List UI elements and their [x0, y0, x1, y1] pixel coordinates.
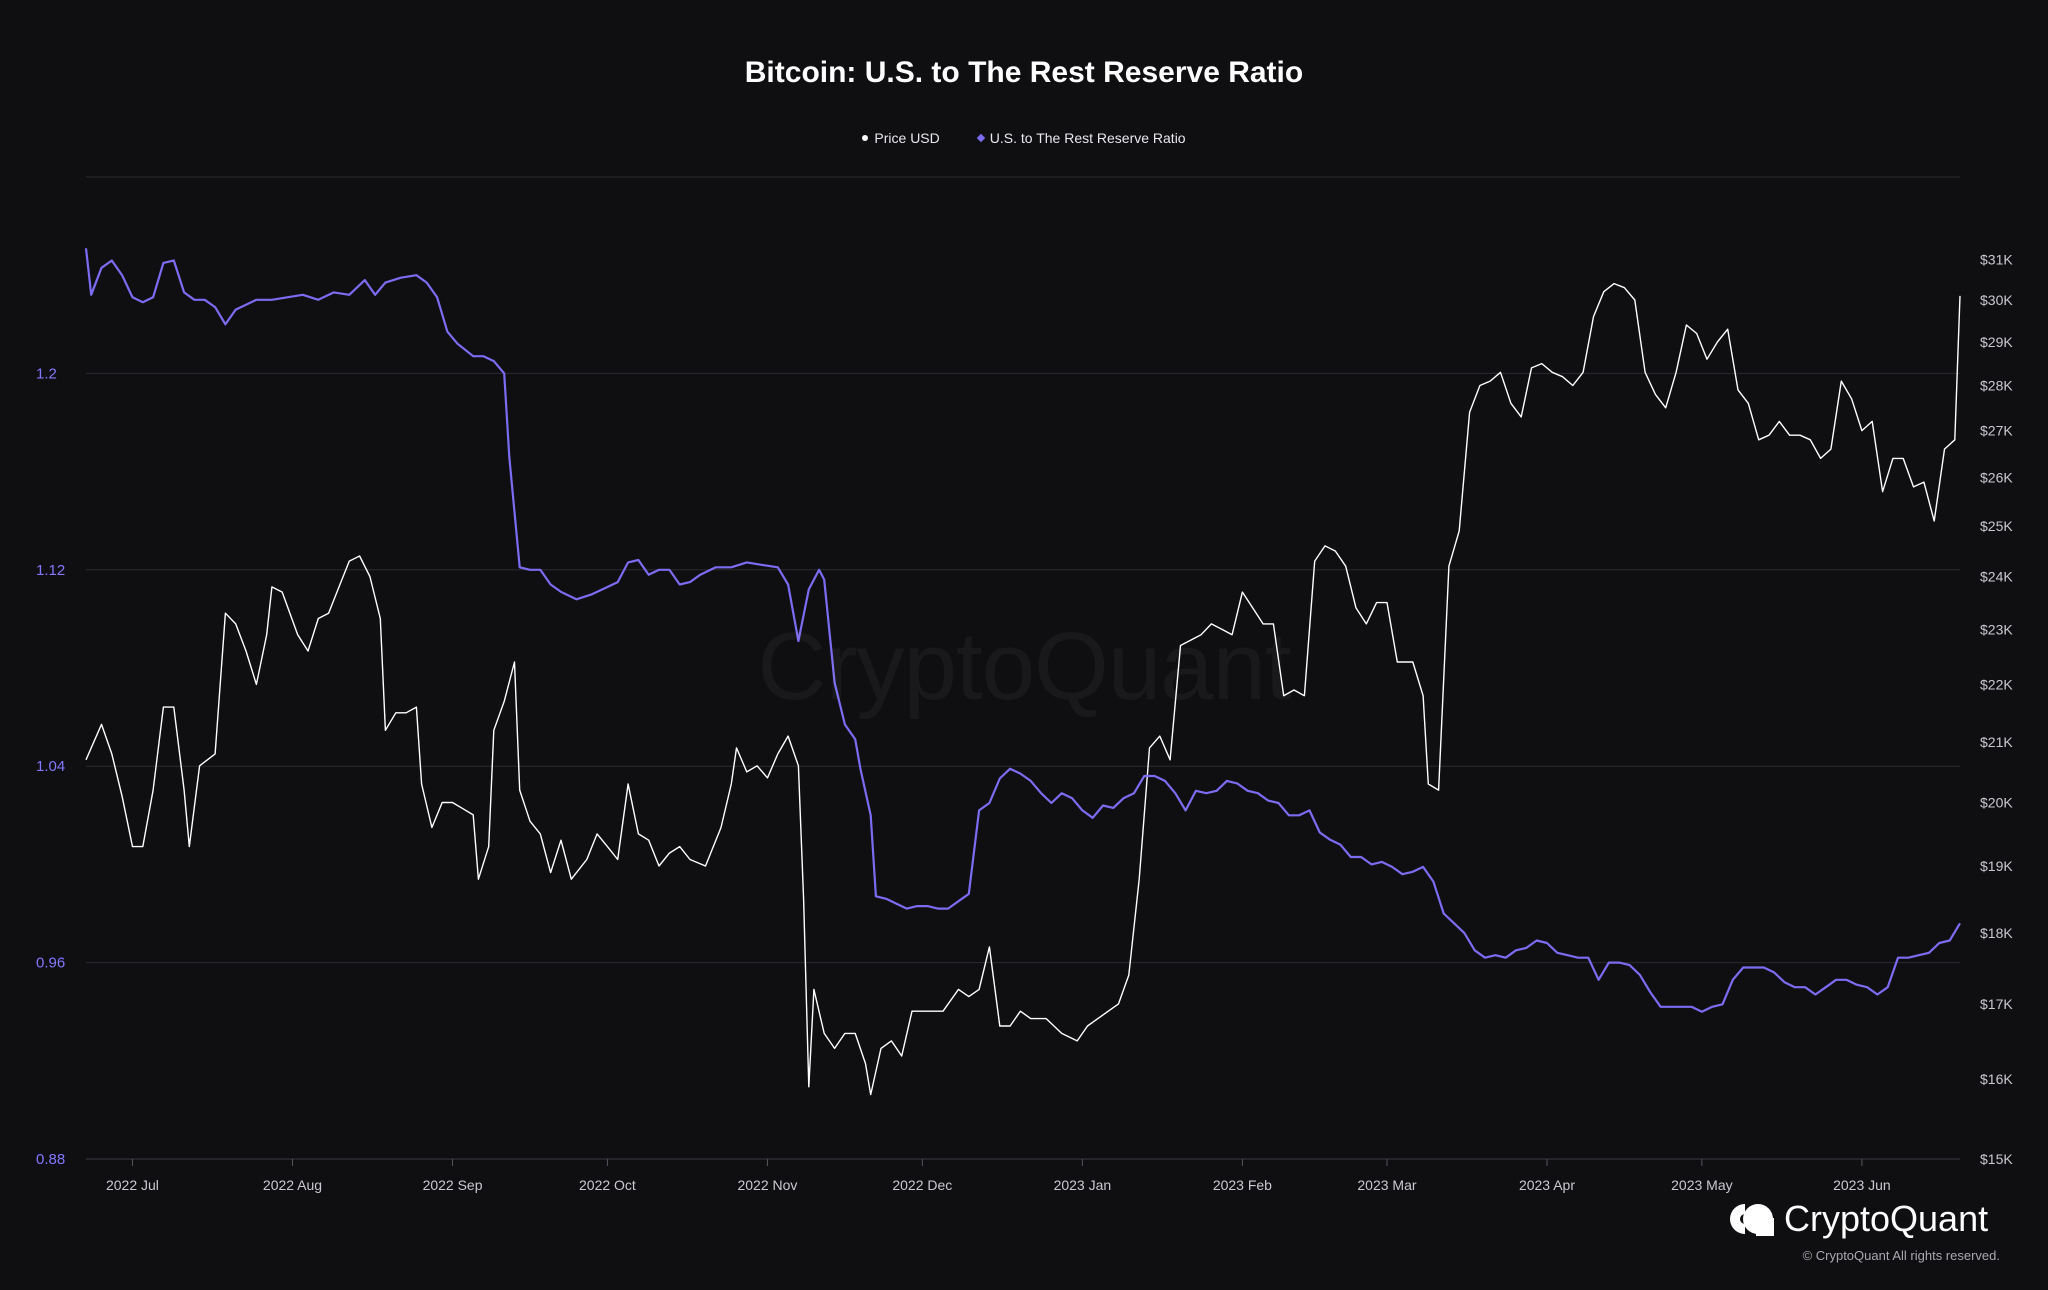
right-tick-label: $30K	[1980, 292, 2013, 308]
cryptoquant-logo-icon	[1728, 1202, 1774, 1236]
x-tick-label: 2022 Nov	[737, 1177, 797, 1193]
legend-item-ratio[interactable]: U.S. to The Rest Reserve Ratio	[978, 130, 1186, 146]
x-tick-label: 2022 Jul	[106, 1177, 159, 1193]
x-tick-label: 2023 May	[1671, 1177, 1732, 1193]
right-tick-label: $27K	[1980, 423, 2013, 439]
right-tick-label: $24K	[1980, 569, 2013, 585]
right-tick-label: $25K	[1980, 518, 2013, 534]
legend-label-ratio: U.S. to The Rest Reserve Ratio	[990, 130, 1186, 146]
x-tick-label: 2022 Oct	[579, 1177, 636, 1193]
watermark: CryptoQuant	[0, 612, 2048, 722]
right-tick-label: $18K	[1980, 925, 2013, 941]
right-tick-label: $21K	[1980, 734, 2013, 750]
ratio-marker-icon	[977, 134, 985, 142]
price-marker-icon	[862, 135, 868, 141]
right-tick-label: $19K	[1980, 858, 2013, 874]
right-tick-label: $15K	[1980, 1151, 2013, 1167]
left-tick-label: 1.2	[36, 365, 57, 382]
right-tick-label: $17K	[1980, 996, 2013, 1012]
left-axis-ticks: 0.88 0.96 1.04 1.12 1.2	[36, 365, 65, 1168]
x-tick-label: 2022 Dec	[892, 1177, 952, 1193]
right-tick-label: $16K	[1980, 1071, 2013, 1087]
right-tick-label: $20K	[1980, 794, 2013, 810]
x-tick-label: 2022 Sep	[423, 1177, 483, 1193]
copyright-text: © CryptoQuant All rights reserved.	[1803, 1248, 2000, 1263]
legend-item-price[interactable]: Price USD	[862, 130, 939, 146]
x-tick-label: 2023 Apr	[1519, 1177, 1575, 1193]
brand-name: CryptoQuant	[1784, 1198, 1988, 1240]
legend-label-price: Price USD	[874, 130, 939, 146]
left-tick-label: 0.88	[36, 1151, 65, 1168]
right-tick-label: $26K	[1980, 469, 2013, 485]
x-tick-label: 2023 Feb	[1213, 1177, 1272, 1193]
chart-title: Bitcoin: U.S. to The Rest Reserve Ratio	[0, 56, 2048, 90]
x-tick-label: 2023 Jun	[1833, 1177, 1891, 1193]
legend: Price USD U.S. to The Rest Reserve Ratio	[0, 130, 2048, 146]
left-tick-label: 0.96	[36, 955, 65, 972]
right-tick-label: $31K	[1980, 251, 2013, 267]
brand-logo: CryptoQuant	[1728, 1198, 1988, 1240]
left-tick-label: 1.04	[36, 758, 65, 775]
right-tick-label: $29K	[1980, 334, 2013, 350]
left-tick-label: 1.12	[36, 562, 65, 579]
x-axis-ticks: 2022 Jul 2022 Aug 2022 Sep 2022 Oct 2022 Nov…	[106, 1159, 1891, 1193]
right-tick-label: $28K	[1980, 377, 2013, 393]
x-tick-label: 2022 Aug	[263, 1177, 322, 1193]
x-tick-label: 2023 Mar	[1357, 1177, 1416, 1193]
x-tick-label: 2023 Jan	[1054, 1177, 1112, 1193]
